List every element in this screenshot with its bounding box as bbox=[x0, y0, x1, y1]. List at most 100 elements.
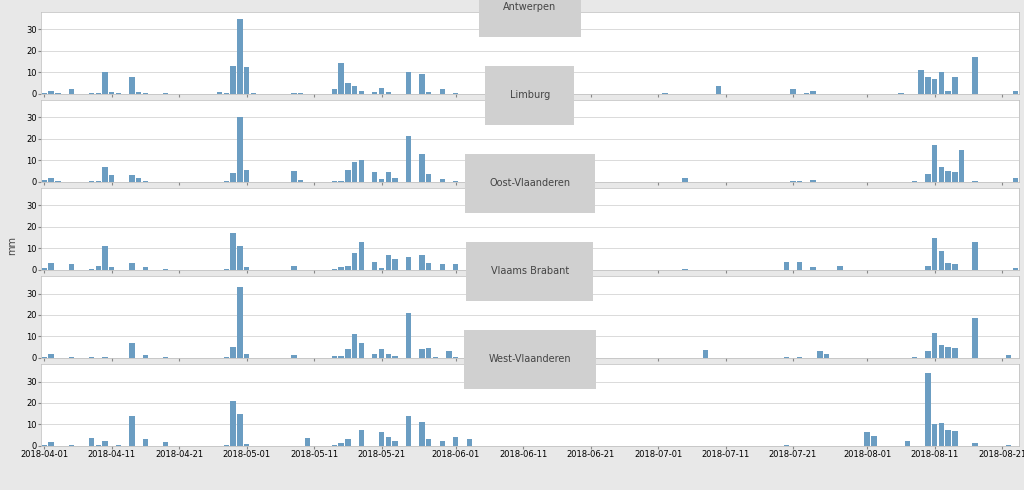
Bar bbox=[541, 175, 546, 182]
Bar bbox=[230, 347, 236, 358]
Bar bbox=[838, 266, 843, 270]
Bar bbox=[69, 90, 74, 94]
Bar bbox=[55, 93, 60, 94]
Bar bbox=[69, 357, 74, 358]
Bar bbox=[345, 266, 350, 270]
Bar bbox=[386, 92, 391, 94]
Bar bbox=[898, 93, 903, 94]
Bar bbox=[871, 436, 877, 446]
Bar bbox=[230, 66, 236, 94]
Bar bbox=[230, 233, 236, 270]
Bar bbox=[142, 181, 148, 182]
Bar bbox=[332, 269, 337, 270]
Bar bbox=[810, 91, 816, 94]
Bar bbox=[42, 268, 47, 270]
Bar bbox=[251, 93, 256, 94]
Bar bbox=[332, 181, 337, 182]
Bar bbox=[238, 118, 243, 182]
Bar bbox=[824, 354, 829, 358]
Bar bbox=[406, 73, 412, 94]
Title: Oost-Vlaanderen: Oost-Vlaanderen bbox=[489, 178, 570, 188]
Bar bbox=[89, 439, 94, 446]
Bar bbox=[797, 357, 803, 358]
Bar bbox=[419, 349, 425, 358]
Bar bbox=[932, 424, 937, 446]
Title: Vlaams Brabant: Vlaams Brabant bbox=[490, 267, 569, 276]
Bar bbox=[244, 67, 250, 94]
Bar bbox=[925, 373, 931, 446]
Bar bbox=[810, 267, 816, 270]
Bar bbox=[163, 269, 168, 270]
Bar bbox=[453, 265, 459, 270]
Bar bbox=[372, 92, 378, 94]
Bar bbox=[48, 354, 54, 358]
Bar bbox=[932, 146, 937, 182]
Bar bbox=[338, 267, 344, 270]
Title: Limburg: Limburg bbox=[510, 90, 550, 100]
Bar bbox=[102, 73, 108, 94]
Bar bbox=[939, 167, 944, 182]
Bar bbox=[142, 440, 148, 446]
Bar bbox=[298, 180, 303, 182]
Bar bbox=[372, 354, 378, 358]
Bar bbox=[358, 91, 364, 94]
Bar bbox=[392, 177, 397, 182]
Bar bbox=[467, 440, 472, 446]
Bar bbox=[932, 333, 937, 358]
Bar bbox=[42, 93, 47, 94]
Bar bbox=[406, 313, 412, 358]
Bar bbox=[352, 86, 357, 94]
Bar bbox=[439, 90, 445, 94]
Bar bbox=[911, 181, 918, 182]
Bar bbox=[69, 445, 74, 446]
Bar bbox=[379, 88, 384, 94]
Bar bbox=[358, 430, 364, 446]
Bar bbox=[939, 250, 944, 270]
Bar bbox=[804, 93, 809, 94]
Bar bbox=[223, 93, 229, 94]
Bar bbox=[973, 242, 978, 270]
Bar bbox=[345, 83, 350, 94]
Bar bbox=[1013, 91, 1018, 94]
Bar bbox=[129, 76, 135, 94]
Bar bbox=[358, 242, 364, 270]
Bar bbox=[358, 160, 364, 182]
Bar bbox=[932, 238, 937, 270]
Bar bbox=[419, 74, 425, 94]
Bar bbox=[332, 445, 337, 446]
Bar bbox=[163, 441, 168, 446]
Bar bbox=[372, 172, 378, 182]
Bar bbox=[142, 267, 148, 270]
Bar bbox=[925, 174, 931, 182]
Bar bbox=[338, 356, 344, 358]
Bar bbox=[142, 355, 148, 358]
Bar bbox=[911, 357, 918, 358]
Bar bbox=[136, 92, 141, 94]
Bar bbox=[379, 349, 384, 358]
Bar bbox=[238, 246, 243, 270]
Bar bbox=[95, 445, 101, 446]
Bar bbox=[102, 167, 108, 182]
Bar bbox=[352, 163, 357, 182]
Bar bbox=[352, 253, 357, 270]
Bar bbox=[925, 351, 931, 358]
Bar bbox=[142, 93, 148, 94]
Bar bbox=[392, 259, 397, 270]
Bar bbox=[939, 73, 944, 94]
Bar bbox=[392, 356, 397, 358]
Bar bbox=[426, 264, 431, 270]
Bar bbox=[217, 92, 222, 94]
Bar bbox=[973, 181, 978, 182]
Bar bbox=[89, 357, 94, 358]
Bar bbox=[467, 177, 472, 182]
Bar bbox=[379, 268, 384, 270]
Bar bbox=[48, 177, 54, 182]
Bar bbox=[110, 267, 115, 270]
Title: Antwerpen: Antwerpen bbox=[503, 2, 557, 12]
Bar bbox=[291, 93, 297, 94]
Bar bbox=[386, 354, 391, 358]
Bar bbox=[102, 246, 108, 270]
Bar bbox=[419, 154, 425, 182]
Bar bbox=[129, 416, 135, 446]
Bar bbox=[358, 343, 364, 358]
